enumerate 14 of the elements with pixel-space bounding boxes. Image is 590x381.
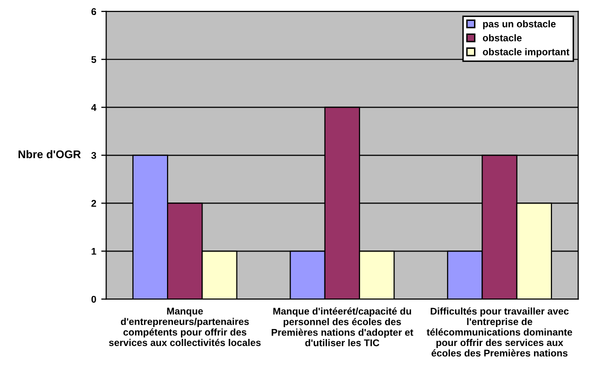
y-axis-title: Nbre d'OGR (18, 150, 81, 158)
y-tick-label: 4 (91, 104, 96, 111)
x-tick-label: Manque d'entrepreneurs/partenaires compétents pour offrir des services aux collectivités locales (109, 308, 261, 346)
y-tick-label: 5 (91, 56, 96, 63)
y-tick-label: 0 (91, 296, 96, 303)
legend-label: pas un obstacle (483, 20, 556, 30)
y-tick-label: 6 (91, 8, 96, 16)
y-tick-label: 1 (92, 248, 96, 255)
x-tick-label: Manque d'intéerét/capacité du personnel des écoles des Premières nations d'adopter et d'utiliser les TIC (272, 307, 414, 346)
y-tick-label: 2 (91, 200, 96, 207)
legend-label: obstacle important (482, 48, 570, 58)
legend-label: obstacle (482, 34, 522, 42)
x-tick-label: Difficultés pour travailler avec l'entreprise de télécommunications dominante pour offrir des services aux écoles des Premières nations (426, 307, 572, 357)
y-tick-label: 3 (91, 152, 96, 159)
